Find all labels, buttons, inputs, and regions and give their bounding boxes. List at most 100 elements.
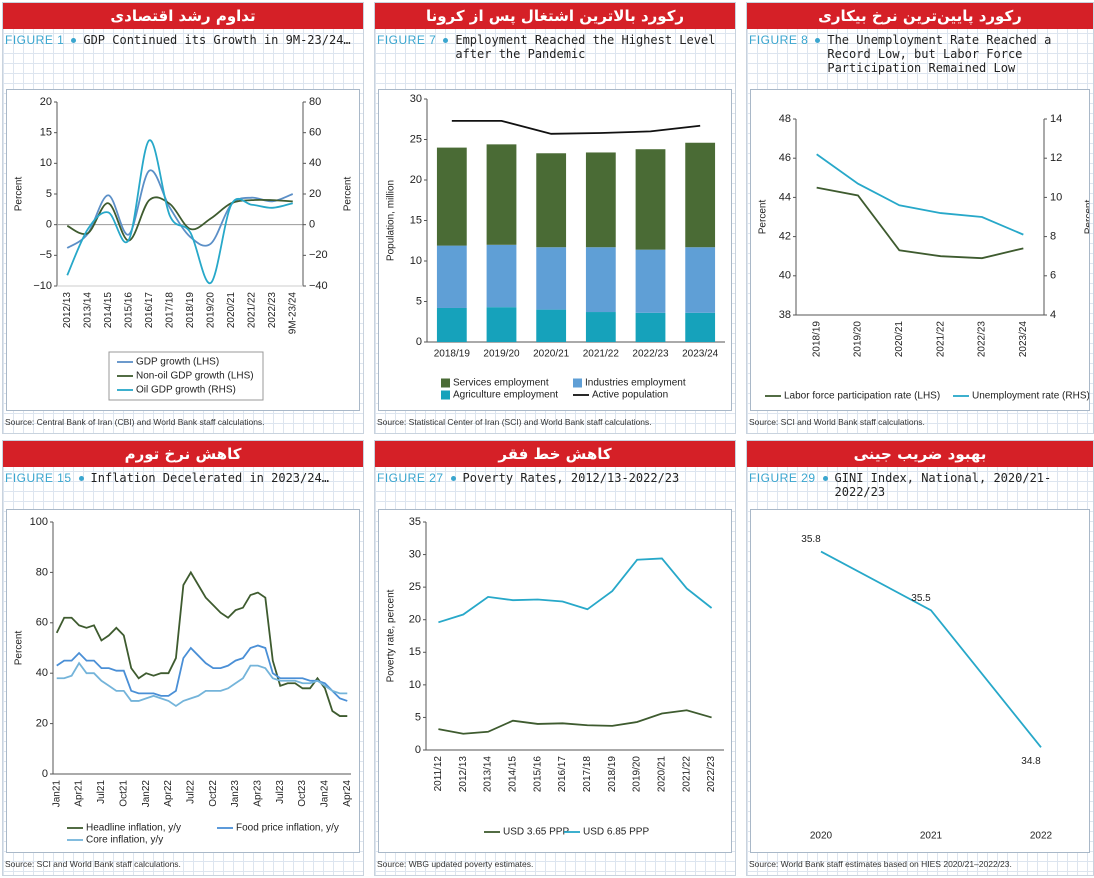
y-tick-label: 30 [410, 93, 422, 105]
x-tick-label: Apr23 [253, 780, 264, 807]
bar-segment [635, 149, 666, 250]
source-note: Source: Statistical Center of Iran (SCI)… [377, 417, 652, 427]
y-tick-label: 25 [410, 133, 422, 145]
figure-title: FIGURE 1 GDP Continued its Growth in 9M-2… [3, 29, 363, 47]
panel: رکورد پایین‌ترین نرخ بیکاری FIGURE 8 The U… [746, 2, 1094, 434]
figure-title: FIGURE 15 Inflation Decelerated in 2023/2… [3, 467, 363, 485]
y-axis-label: Percent [14, 631, 25, 666]
bar-segment [585, 152, 616, 248]
y2-tick-label: 20 [309, 188, 321, 200]
legend-label: Non-oil GDP growth (LHS) [136, 371, 254, 382]
chart-box: 0 5 10 15 20 25 30 35 Poverty rate, percent 2011/… [378, 509, 732, 853]
y2-tick-label: 12 [1050, 152, 1062, 164]
y-tick-label: 20 [40, 96, 52, 108]
y-tick-label: −5 [39, 249, 52, 261]
source-note: Source: World Bank staff estimates based… [749, 859, 1012, 869]
y-tick-label: 0 [42, 768, 48, 780]
panel: رکورد بالاترین اشتغال پس از کرونا FIGURE … [374, 2, 736, 434]
x-tick-label: 2020/21 [533, 349, 570, 360]
x-tick-label: Apr22 [163, 780, 174, 807]
chart: 0 20 40 60 80 100 Percent Jan21 Apr21 Jul21 Oct21 J… [14, 516, 353, 846]
y-tick-label: 10 [40, 157, 52, 169]
panel: کاهش نرخ تورم FIGURE 15 Inflation Decelera… [2, 440, 364, 876]
legend-swatch [441, 378, 450, 388]
y-axis-label: Poverty rate, percent [386, 589, 397, 682]
y-tick-label: −10 [33, 280, 52, 292]
panel-header: رکورد پایین‌ترین نرخ بیکاری [747, 3, 1093, 29]
figure-title-text: GINI Index, National, 2020/21-2022/23 [834, 471, 1052, 499]
chart: −10 −5 0 5 10 15 20 −40 −20 0 20 40 60 80 Percent Perce… [14, 96, 354, 401]
x-tick-label: Jan22 [141, 780, 152, 808]
y-tick-label: 35 [409, 516, 421, 528]
bullet [450, 476, 456, 481]
y-tick-label: 0 [416, 336, 422, 348]
x-tick-label: 2012/13 [62, 292, 73, 329]
x-tick-label: 2019/20 [205, 292, 216, 329]
figure-title: FIGURE 7 Employment Reached the Highest L… [375, 29, 735, 61]
x-tick-label: Jan21 [51, 780, 62, 808]
y-tick-label: 20 [409, 614, 421, 626]
x-tick-label: 2022/23 [267, 292, 278, 329]
legend-swatch [441, 390, 450, 400]
x-tick-label: 2018/19 [185, 292, 196, 329]
y-tick-label: 15 [40, 127, 52, 139]
x-tick-label: 2023/24 [682, 349, 719, 360]
x-tick-label: 2021/22 [583, 349, 620, 360]
panel-header: کاهش خط فقر [375, 441, 735, 467]
x-tick-label: 2018/19 [434, 349, 471, 360]
y-tick-label: 15 [409, 646, 421, 658]
y2-tick-label: 6 [1050, 270, 1056, 282]
x-tick-label: 2013/14 [82, 292, 93, 329]
line-series [56, 644, 348, 702]
figure-number: FIGURE 27 [377, 471, 444, 485]
bullet [822, 476, 828, 481]
legend-label: Agriculture employment [453, 390, 558, 401]
chart: 0 5 10 15 20 25 30 Population, million 2018/19 20… [386, 93, 725, 401]
figure-number: FIGURE 8 [749, 33, 809, 47]
bar-segment [536, 247, 567, 310]
x-tick-label: Jul21 [96, 780, 107, 804]
source-note: Source: SCI and World Bank staff calcula… [5, 859, 181, 869]
x-tick-label: 2021/22 [935, 321, 946, 358]
legend-label: USD 3.65 PPP [503, 827, 569, 838]
source-note: Source: SCI and World Bank staff calcula… [749, 417, 925, 427]
bar-segment [585, 247, 616, 313]
line-series [66, 196, 293, 242]
y-tick-label: 15 [410, 214, 422, 226]
bar-segment [635, 312, 666, 342]
legend-label: USD 6.85 PPP [583, 827, 649, 838]
chart-box: −10 −5 0 5 10 15 20 −40 −20 0 20 40 60 80 Percent Perce… [6, 89, 360, 411]
y-tick-label: 80 [36, 566, 48, 578]
figure-number: FIGURE 7 [377, 33, 437, 47]
legend-label: Unemployment rate (RHS) [972, 391, 1089, 402]
legend-swatch [573, 378, 582, 388]
legend-label: Active population [592, 390, 668, 401]
x-tick-label: 2020/21 [226, 292, 237, 329]
y2-tick-label: 8 [1050, 231, 1056, 243]
y-tick-label: 5 [416, 295, 422, 307]
line-series [66, 139, 293, 284]
x-tick-label: Oct22 [208, 780, 219, 807]
y-tick-label: 100 [30, 516, 48, 528]
y2-axis-label: Percent [1084, 200, 1089, 235]
x-tick-label: 2023/24 [1018, 321, 1029, 358]
bar-segment [685, 247, 716, 313]
x-tick-label: Apr24 [342, 780, 353, 807]
panel-header: رکورد بالاترین اشتغال پس از کرونا [375, 3, 735, 29]
x-tick-label: Jul22 [185, 780, 196, 804]
y-tick-label: 20 [36, 718, 48, 730]
y2-tick-label: −40 [309, 280, 328, 292]
y2-tick-label: 40 [309, 157, 321, 169]
legend-label: Core inflation, y/y [86, 835, 163, 846]
x-tick-label: 2021/22 [246, 292, 257, 329]
source-note: Source: Central Bank of Iran (CBI) and W… [5, 417, 265, 427]
line-series [66, 169, 294, 249]
chart-box: 2020 2021 2022 35.8 35.5 34.8 [750, 509, 1090, 853]
line-series [55, 570, 348, 717]
y-axis-label: Percent [758, 200, 769, 235]
y-tick-label: 46 [779, 152, 791, 164]
x-tick-label: 2017/18 [164, 292, 175, 329]
chart: 0 5 10 15 20 25 30 35 Poverty rate, percent 2011/… [386, 516, 724, 838]
y2-tick-label: −20 [309, 249, 328, 261]
